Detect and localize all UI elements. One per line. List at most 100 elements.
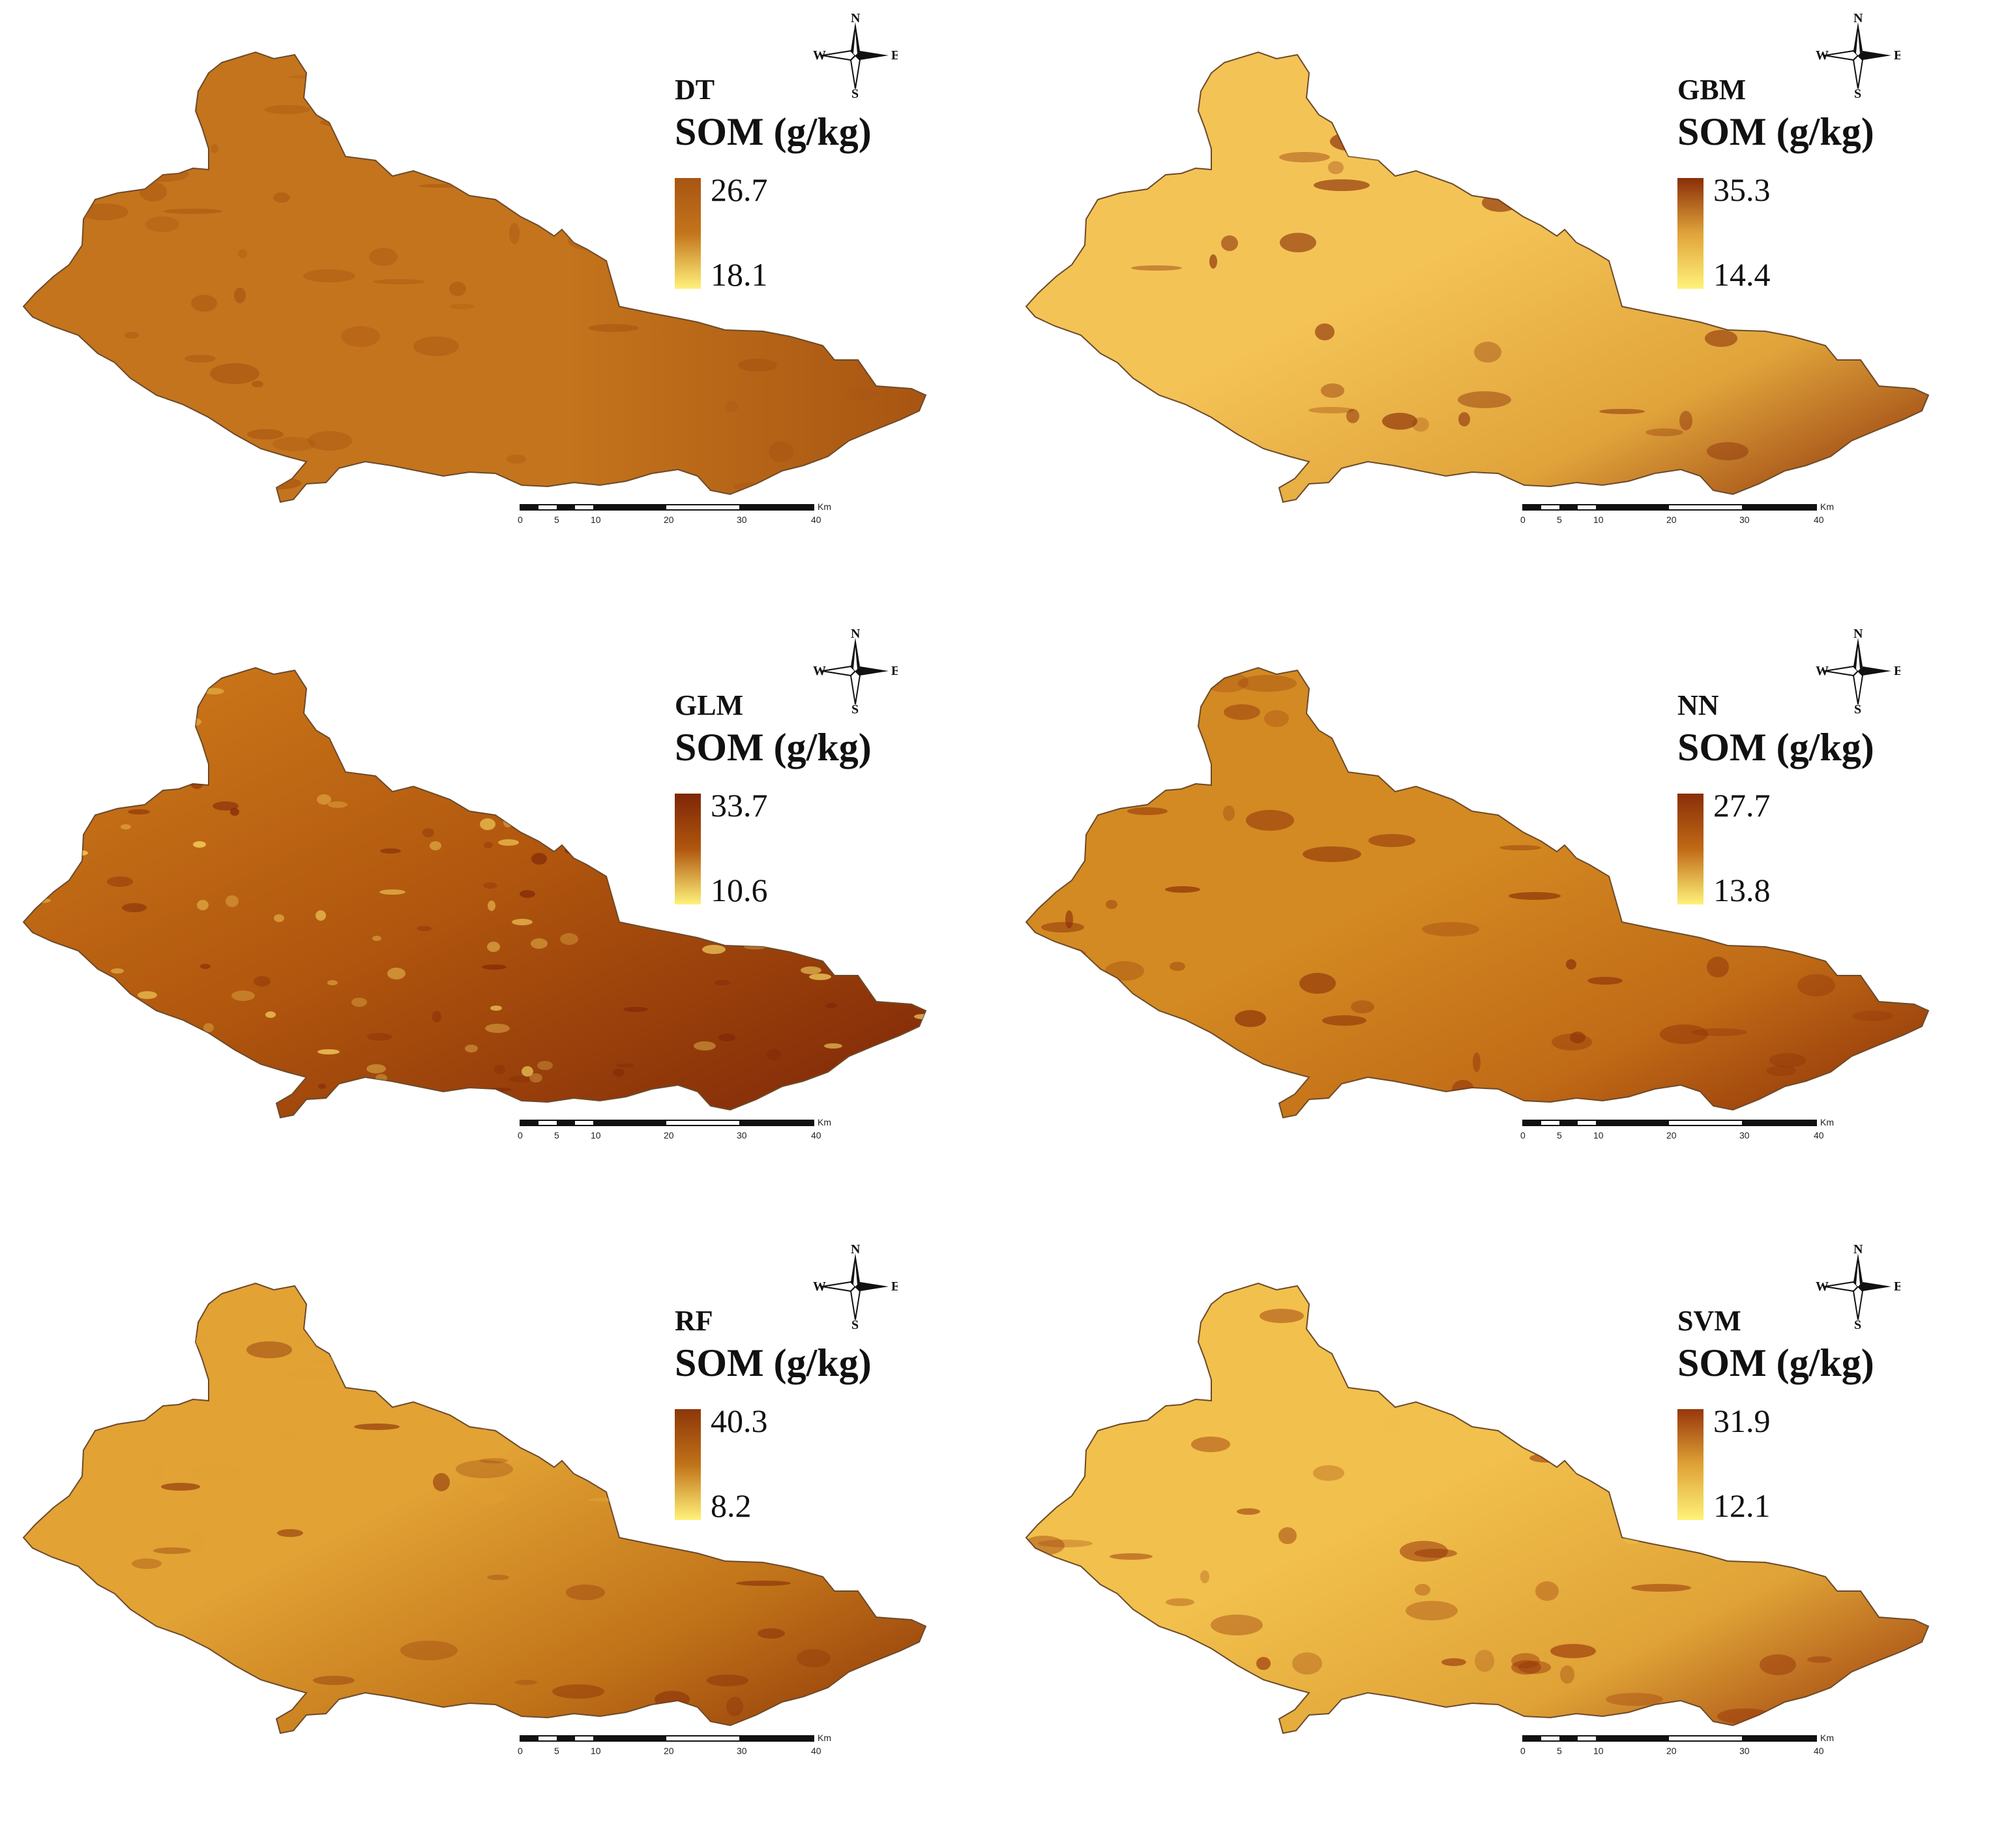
map-texture-patch bbox=[1479, 694, 1487, 711]
map-texture-patch bbox=[273, 437, 316, 451]
scale-tick-label: 20 bbox=[664, 1130, 674, 1140]
map-texture-patch bbox=[231, 991, 255, 1001]
map-panel-glm: GLM SOM (g/kg) 33.7 10.6 N S E W 0 5 10 20 3… bbox=[0, 616, 1003, 1231]
scale-bar: 0 5 10 20 30 40 Km bbox=[1520, 1117, 1834, 1140]
som-title: SOM (g/kg) bbox=[675, 1341, 872, 1384]
map-texture-patch bbox=[328, 801, 347, 808]
map-texture-patch bbox=[694, 1041, 716, 1051]
map-texture-patch bbox=[1394, 1507, 1429, 1520]
legend-color-ramp bbox=[675, 794, 701, 904]
scale-tick-label: 20 bbox=[1666, 514, 1677, 525]
map-texture-patch bbox=[413, 336, 459, 356]
map-texture-patch bbox=[482, 964, 507, 970]
scale-tick-label: 0 bbox=[518, 1746, 523, 1756]
map-texture-patch bbox=[488, 901, 495, 911]
map-texture-patch bbox=[1645, 428, 1683, 436]
map-texture-patch bbox=[726, 1697, 743, 1716]
map-texture-patch bbox=[1572, 1328, 1592, 1343]
map-texture-patch bbox=[1587, 977, 1623, 985]
map-texture-patch bbox=[82, 425, 121, 436]
map-texture-patch bbox=[733, 483, 765, 490]
map-texture-patch bbox=[61, 1106, 78, 1115]
compass-n-label: N bbox=[1853, 13, 1863, 25]
map-texture-patch bbox=[892, 1460, 912, 1482]
map-texture-patch bbox=[1116, 100, 1164, 113]
map-texture-patch bbox=[718, 1034, 735, 1041]
map-texture-patch bbox=[318, 1084, 326, 1089]
map-texture-patch bbox=[1766, 1066, 1796, 1076]
map-texture-patch bbox=[578, 1322, 600, 1334]
map-texture-patch bbox=[1110, 296, 1163, 313]
map-texture-patch bbox=[50, 1625, 104, 1630]
map-texture-patch bbox=[878, 1376, 892, 1388]
map-texture-patch bbox=[1777, 270, 1825, 283]
map-texture-patch bbox=[1431, 63, 1473, 80]
compass-s-label: S bbox=[1854, 87, 1861, 98]
map-texture-patch bbox=[1288, 213, 1298, 218]
map-texture-patch bbox=[848, 1677, 875, 1685]
map-texture-patch bbox=[352, 78, 368, 83]
compass-e-label: E bbox=[1894, 1279, 1900, 1294]
model-label: GBM bbox=[1677, 74, 1747, 106]
compass-w-label: W bbox=[813, 1279, 826, 1294]
map-texture-patch bbox=[379, 889, 406, 895]
map-texture-patch bbox=[535, 78, 561, 83]
map-texture-patch bbox=[366, 1064, 386, 1073]
compass-s-label: S bbox=[851, 1318, 859, 1329]
map-texture-patch bbox=[246, 477, 301, 490]
map-texture-patch bbox=[1458, 412, 1470, 426]
north-arrow-compass-icon: N S E W bbox=[813, 629, 898, 713]
compass-e-label: E bbox=[1894, 664, 1900, 678]
map-texture-patch bbox=[1570, 1032, 1586, 1043]
map-texture-patch bbox=[537, 1061, 553, 1070]
map-texture-patch bbox=[220, 1056, 232, 1062]
legend-color-ramp bbox=[1677, 1409, 1704, 1520]
map-texture-patch bbox=[906, 711, 926, 723]
map-texture-patch bbox=[1529, 1453, 1566, 1463]
map-texture-patch bbox=[529, 1073, 542, 1082]
map-texture-patch bbox=[1474, 342, 1501, 363]
map-texture-patch bbox=[277, 1529, 303, 1537]
map-texture-patch bbox=[194, 1336, 208, 1347]
map-texture-patch bbox=[38, 1080, 58, 1088]
map-texture-patch bbox=[107, 876, 133, 887]
compass-n-label: N bbox=[851, 629, 861, 641]
scale-tick-label: 30 bbox=[737, 1130, 747, 1140]
legend-max-value: 33.7 bbox=[711, 787, 768, 824]
map-texture-patch bbox=[1280, 233, 1316, 252]
map-texture-patch bbox=[456, 1460, 513, 1478]
map-texture-patch bbox=[1074, 786, 1082, 808]
scale-unit-label: Km bbox=[818, 501, 831, 512]
legend-min-value: 13.8 bbox=[1713, 872, 1771, 908]
som-map bbox=[1025, 666, 1930, 1119]
map-texture-patch bbox=[183, 1531, 206, 1553]
map-texture-patch bbox=[1256, 1657, 1271, 1670]
map-texture-patch bbox=[615, 749, 629, 753]
map-texture-patch bbox=[474, 1489, 505, 1504]
map-texture-patch bbox=[736, 1581, 791, 1586]
scale-bar: 0 5 10 20 30 40 Km bbox=[1520, 501, 1834, 525]
map-texture-patch bbox=[82, 973, 93, 977]
map-texture-patch bbox=[1474, 730, 1511, 751]
map-texture-patch bbox=[189, 1465, 244, 1482]
scale-tick-label: 20 bbox=[664, 1746, 674, 1756]
map-texture-patch bbox=[809, 974, 831, 980]
map-texture-patch bbox=[1707, 442, 1748, 460]
map-texture-patch bbox=[518, 696, 538, 701]
map-texture-patch bbox=[1238, 675, 1297, 692]
map-texture-patch bbox=[744, 944, 766, 949]
map-texture-patch bbox=[1191, 1437, 1230, 1452]
map-texture-patch bbox=[354, 1423, 400, 1430]
map-texture-patch bbox=[1070, 278, 1091, 293]
map-texture-patch bbox=[417, 926, 432, 931]
map-texture-patch bbox=[494, 1065, 505, 1074]
map-texture-patch bbox=[1441, 1658, 1466, 1666]
map-texture-patch bbox=[430, 841, 441, 850]
map-texture-patch bbox=[842, 388, 880, 401]
map-texture-patch bbox=[801, 966, 821, 974]
map-texture-patch bbox=[919, 1026, 926, 1035]
map-texture-patch bbox=[380, 848, 401, 854]
map-texture-patch bbox=[1313, 1465, 1344, 1481]
map-texture-patch bbox=[42, 779, 53, 789]
map-texture-patch bbox=[325, 1300, 373, 1307]
